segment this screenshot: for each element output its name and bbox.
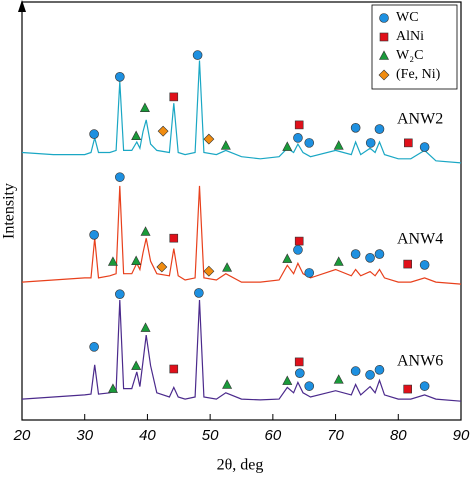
phase-marker [131, 130, 142, 140]
phase-marker [139, 102, 150, 112]
y-axis-title: Intensity [1, 183, 18, 239]
phase-marker [131, 255, 142, 265]
plot-frame [21, 1, 462, 421]
phase-marker [107, 256, 118, 266]
phase-marker [294, 236, 304, 246]
phase-marker [131, 360, 142, 370]
phase-marker [156, 261, 168, 273]
phase-marker [169, 92, 179, 102]
phase-marker [333, 374, 344, 384]
pattern-line [21, 299, 462, 402]
series-label: ANW2 [397, 111, 443, 128]
legend-symbol [379, 32, 389, 42]
phase-marker [157, 125, 169, 137]
x-tick-label: 50 [202, 427, 219, 444]
phase-marker [293, 133, 303, 143]
phase-marker [365, 370, 375, 380]
phase-marker [295, 368, 305, 378]
phase-marker [220, 140, 231, 150]
phase-marker [350, 123, 361, 133]
phase-marker [115, 289, 125, 299]
phase-marker [304, 268, 315, 278]
legend-symbol [379, 50, 389, 60]
phase-marker [169, 364, 179, 374]
phase-marker [365, 138, 376, 148]
pattern-line [21, 185, 462, 285]
phase-marker [89, 230, 99, 240]
phase-marker [403, 259, 412, 269]
x-tick-label: 90 [453, 427, 470, 444]
phase-marker [203, 133, 215, 145]
x-tick-label: 80 [390, 427, 407, 444]
phase-marker [115, 172, 125, 182]
phase-marker [333, 140, 344, 150]
phase-marker [333, 256, 344, 266]
phase-marker [419, 381, 430, 391]
phase-marker [293, 245, 303, 255]
phase-marker [282, 253, 293, 263]
phase-marker [374, 249, 385, 259]
phase-marker [107, 383, 118, 393]
x-tick-label: 70 [327, 427, 344, 444]
phase-marker [304, 381, 315, 391]
series-label: ANW6 [397, 353, 443, 370]
phase-marker [419, 260, 430, 270]
phase-marker [304, 138, 315, 148]
phase-marker [115, 72, 125, 82]
phase-marker [294, 357, 304, 367]
phase-marker [222, 262, 233, 272]
phase-marker [404, 138, 413, 148]
series-label: ANW4 [397, 231, 443, 248]
phase-marker [282, 141, 293, 151]
pattern-line [21, 60, 462, 164]
legend-symbol [379, 13, 389, 23]
legend-label: AlNi [396, 29, 424, 44]
axis-arrow [18, 0, 26, 12]
phase-marker [294, 120, 304, 130]
phase-marker [140, 322, 151, 332]
phase-marker [194, 288, 204, 298]
x-tick-label: 40 [139, 427, 156, 444]
legend-label: WC [396, 10, 419, 25]
phase-marker [374, 124, 385, 134]
legend-label: (Fe, Ni) [396, 67, 441, 82]
phase-marker [140, 226, 151, 236]
phase-marker [192, 50, 203, 60]
x-tick-label: 60 [265, 427, 282, 444]
x-axis-title: 2θ, deg [217, 457, 264, 474]
phase-marker [89, 129, 99, 139]
phase-marker [350, 366, 361, 376]
phase-marker [419, 142, 430, 152]
phase-marker [169, 233, 179, 243]
x-tick-label: 20 [13, 427, 31, 444]
phase-marker [350, 249, 361, 259]
x-tick-label: 30 [76, 427, 93, 444]
phase-marker [203, 265, 215, 277]
legend-label: W₂C [396, 48, 423, 63]
phase-marker [222, 379, 233, 389]
phase-marker [365, 253, 375, 263]
legend-symbol [378, 69, 390, 81]
phase-marker [374, 365, 385, 375]
phase-marker [89, 342, 99, 352]
phase-marker [282, 375, 293, 385]
phase-marker [403, 384, 412, 394]
